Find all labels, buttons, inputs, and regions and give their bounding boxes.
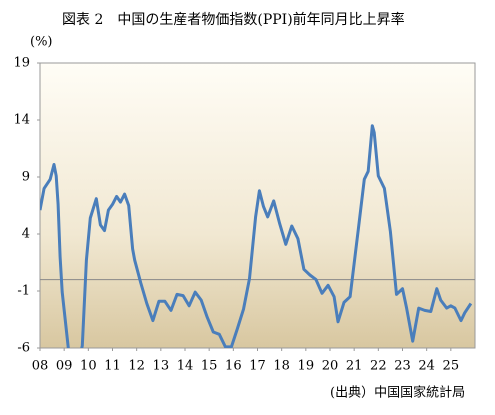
x-tick-label: 15 [201,359,218,374]
x-tick-label: 19 [298,359,315,374]
y-axis-label: (%) [30,35,53,50]
x-tick-label: 16 [225,359,242,374]
x-tick-label: 13 [153,359,170,374]
x-tick-label: 25 [443,359,460,374]
x-tick-label: 14 [177,359,194,374]
y-tick-label: 4 [22,227,30,242]
y-tick-label: -6 [17,341,30,356]
x-tick-label: 12 [128,359,145,374]
x-tick-label: 23 [394,359,411,374]
x-tick-label: 20 [322,359,339,374]
x-tick-label: 09 [56,359,73,374]
plot [40,124,475,348]
x-tick-label: 22 [370,359,387,374]
x-tick-label: 18 [273,359,290,374]
x-tick-label: 24 [418,359,435,374]
x-tick-label: 08 [32,359,49,374]
line [40,124,473,348]
x-tick-label: 17 [249,359,266,374]
y-tick-label: 19 [13,56,30,71]
source: (出典）中国国家統計局 [330,385,465,401]
chart-title: 図表 2 中国の生産者物価指数(PPI)前年同月比上昇率 [62,11,405,28]
x-tick-label: 21 [346,359,363,374]
x-tick-label: 10 [80,359,97,374]
x-tick-label: 11 [104,359,121,374]
y-tick-label: 9 [22,170,30,185]
y-tick-label: -1 [17,284,30,299]
y-tick-label: 14 [13,113,30,128]
